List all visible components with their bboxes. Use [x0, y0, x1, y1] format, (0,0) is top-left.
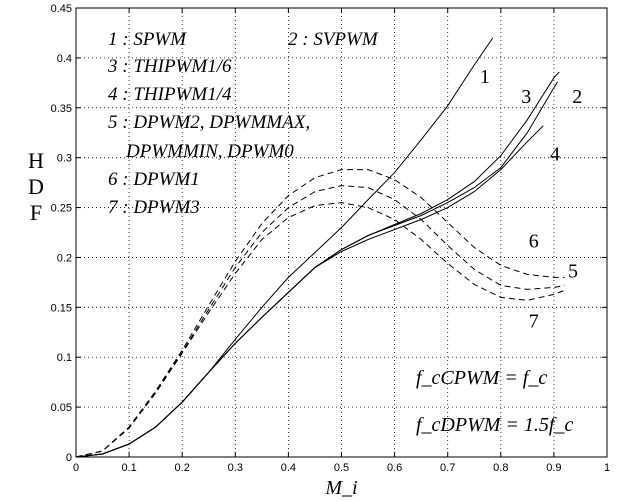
annotations: f_cCPWM = f_c f_cDPWM = 1.5f_c: [416, 367, 573, 436]
curve-labels: 1 3 2 4 6 5 7: [480, 66, 582, 332]
legend-entry: 1 : SPWM: [108, 29, 187, 50]
series-line-6: [75, 169, 565, 458]
grid: [76, 8, 607, 457]
x-tick-label: 0.3: [228, 462, 243, 474]
series-line-5: [75, 185, 565, 458]
curve-label: 5: [568, 260, 578, 282]
x-tick-label: 0.2: [175, 462, 190, 474]
y-tick-label: 0.05: [51, 402, 72, 414]
x-tick-label: 0.8: [493, 462, 508, 474]
x-tick-label: 0.6: [387, 462, 402, 474]
y-tick-label: 0.1: [57, 352, 72, 364]
y-tick-label: 0: [66, 452, 72, 464]
annotation: f_cCPWM = f_c: [416, 367, 547, 389]
y-tick-label: 0.4: [57, 53, 72, 65]
y-axis-label: F: [30, 200, 42, 225]
series: [75, 37, 565, 458]
y-tick-label: 0.15: [51, 302, 72, 314]
legend-entry: 4 : THIPWM1/4: [108, 84, 232, 105]
y-tick-label: 0.2: [57, 252, 72, 264]
y-axis-label: D: [28, 174, 44, 199]
legend-entry: 6 : DPWM1: [108, 169, 200, 190]
x-tick-label: 0.1: [121, 462, 136, 474]
x-tick-label: 0.9: [546, 462, 561, 474]
x-tick-label: 0.7: [440, 462, 455, 474]
legend: 1 : SPWM 2 : SVPWM 3 : THIPWM1/6 4 : THIPWM…: [107, 29, 379, 218]
curve-label: 1: [480, 66, 490, 88]
series-line-4: [75, 125, 544, 458]
y-tick-label: 0.25: [51, 203, 72, 215]
curve-label: 3: [521, 86, 531, 108]
annotation: f_cDPWM = 1.5f_c: [416, 414, 573, 436]
x-axis-label: M_i: [324, 477, 357, 499]
x-tick-label: 0: [73, 462, 79, 474]
curve-label: 7: [529, 310, 539, 332]
legend-entry: 2 : SVPWM: [288, 29, 379, 50]
curve-label: 2: [572, 86, 582, 108]
legend-entry: 3 : THIPWM1/6: [107, 56, 232, 77]
y-tick-label: 0.45: [51, 3, 72, 15]
x-tick-label: 1: [604, 462, 610, 474]
y-tick-label: 0.35: [51, 103, 72, 115]
curve-label: 4: [550, 144, 560, 166]
curve-label: 6: [529, 230, 539, 252]
series-line-7: [75, 202, 565, 458]
legend-entry: DPWMMIN, DPWM0: [125, 141, 294, 162]
y-tick-label: 0.3: [57, 153, 72, 165]
x-tick-label: 0.4: [281, 462, 296, 474]
legend-entry: 5 : DPWM2, DPWMMAX,: [108, 112, 310, 133]
y-axis-label: H: [28, 148, 44, 173]
legend-entry: 7 : DPWM3: [108, 197, 200, 218]
x-tick-label: 0.5: [334, 462, 349, 474]
axis-labels: M_i HDF: [28, 148, 358, 499]
axis-ticks: 0 0.1 0.2 0.3 0.4 0.5 0.6 0.7 0.8 0.9 1 0 0.05 0.1 0.1…: [51, 3, 610, 474]
